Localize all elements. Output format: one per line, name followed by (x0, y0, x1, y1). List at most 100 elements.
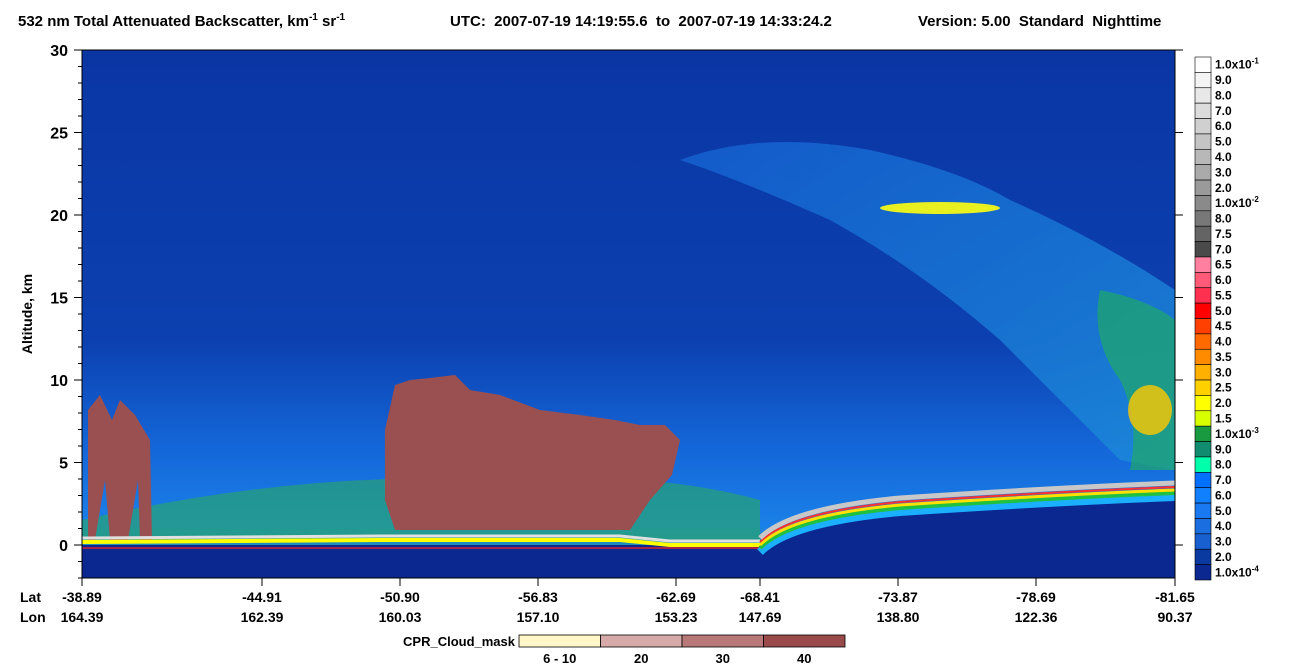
colorbar-label: 5.0 (1215, 304, 1232, 318)
colorbar-label-text: 2.0 (1215, 396, 1232, 410)
colorbar-label-text: 3.0 (1215, 165, 1232, 179)
colorbar-label-text: 6.0 (1215, 119, 1232, 133)
colorbar-swatch (1194, 502, 1212, 519)
title-part: sr (318, 13, 337, 30)
colorbar-label: 4.0 (1215, 519, 1232, 533)
colorbar-swatch (1194, 441, 1212, 458)
colorbar-label-text: 5.0 (1215, 504, 1232, 518)
colorbar-label: 7.0 (1215, 104, 1232, 118)
cpr-legend-title: CPR_Cloud_mask (403, 634, 516, 649)
surface-return (758, 491, 1176, 550)
cpr-label: 40 (797, 651, 811, 666)
colorbar-label: 4.5 (1215, 319, 1232, 333)
colorbar-swatch (1194, 472, 1212, 489)
lon-label: 162.39 (241, 609, 284, 625)
surface-return (81, 538, 760, 547)
colorbar-label-text: 3.5 (1215, 350, 1232, 364)
colorbar-swatch (1194, 364, 1212, 381)
colorbar-label-text: 8.0 (1215, 458, 1232, 472)
colorbar-label-text: 1.0x10 (1215, 196, 1252, 210)
lat-label: -50.90 (380, 589, 420, 605)
colorbar-swatch (1194, 548, 1212, 565)
colorbar-swatch (1194, 533, 1212, 550)
cloud-layer (1128, 385, 1172, 435)
chart-subtitle: Version: 5.00 Standard Nighttime (918, 13, 1161, 30)
y-tick-label: 10 (50, 373, 68, 390)
cpr-swatch (763, 634, 846, 648)
lon-label: 157.10 (517, 609, 560, 625)
colorbar-swatch (1194, 210, 1212, 227)
title-part: 532 nm Total Attenuated Backscatter, km (18, 13, 309, 30)
colorbar-label-text: 5.5 (1215, 288, 1232, 302)
colorbar-swatch (1194, 456, 1212, 473)
colorbar-label: 3.0 (1215, 165, 1232, 179)
colorbar-label-text: 8.0 (1215, 212, 1232, 226)
surface-return (759, 486, 1176, 543)
lat-label: -62.69 (656, 589, 696, 605)
colorbar-swatch (1194, 256, 1212, 273)
chart-subtitle: UTC: 2007-07-19 14:19:55.6 to 2007-07-19… (450, 13, 832, 30)
colorbar-label-exponent: -1 (1252, 57, 1260, 66)
colorbar-label: 3.0 (1215, 535, 1232, 549)
title-superscript: -1 (309, 12, 318, 23)
lon-label: 138.80 (877, 609, 920, 625)
x-row-label: Lon (20, 609, 46, 625)
colorbar-swatch (1194, 272, 1212, 289)
colorbar-label-text: 2.0 (1215, 550, 1232, 564)
colorbar-label-text: 9.0 (1215, 73, 1232, 87)
colorbar-swatch (1194, 564, 1212, 581)
colorbar-label-text: 9.0 (1215, 442, 1232, 456)
colorbar-label: 9.0 (1215, 442, 1232, 456)
chart-title: 532 nm Total Attenuated Backscatter, km-… (18, 12, 346, 30)
lat-label: -68.41 (740, 589, 780, 605)
colorbar-label-exponent: -2 (1252, 195, 1260, 204)
colorbar-label-text: 7.0 (1215, 473, 1232, 487)
lon-label: 90.37 (1157, 609, 1192, 625)
colorbar-swatch (1194, 195, 1212, 212)
colorbar-label-text: 1.0x10 (1215, 565, 1252, 579)
colorbar-swatch (1194, 487, 1212, 504)
cpr-swatch (600, 634, 683, 648)
y-axis-label: Altitude, km (19, 274, 35, 354)
colorbar-swatch (1194, 302, 1212, 319)
colorbar-label: 2.0 (1215, 181, 1232, 195)
colorbar-label: 7.0 (1215, 473, 1232, 487)
surface-return (757, 493, 1176, 555)
colorbar-label-text: 1.0x10 (1215, 58, 1252, 72)
colorbar-label: 2.0 (1215, 396, 1232, 410)
colorbar-label-text: 2.5 (1215, 381, 1232, 395)
y-tick-label: 5 (59, 456, 68, 473)
colorbar-label: 5.0 (1215, 504, 1232, 518)
colorbar-label: 1.0x10-2 (1215, 195, 1259, 210)
colorbar-swatch (1194, 102, 1212, 119)
colorbar-label-exponent: -3 (1252, 426, 1260, 435)
colorbar-swatch (1194, 133, 1212, 150)
cpr-cloud-mask (385, 375, 680, 530)
colorbar-label-text: 1.0x10 (1215, 427, 1252, 441)
cloud-layer (880, 202, 1000, 214)
lat-label: -38.89 (62, 589, 102, 605)
colorbar-label: 5.0 (1215, 135, 1232, 149)
cpr-label: 20 (634, 651, 648, 666)
colorbar-label-text: 7.0 (1215, 104, 1232, 118)
colorbar-swatch (1194, 164, 1212, 181)
lon-label: 147.69 (739, 609, 782, 625)
lat-label: -81.65 (1155, 589, 1195, 605)
colorbar-label-text: 6.0 (1215, 273, 1232, 287)
colorbar-label: 1.0x10-3 (1215, 426, 1259, 441)
y-tick-label: 30 (50, 43, 68, 60)
colorbar-swatch (1194, 87, 1212, 104)
y-tick-label: 20 (50, 208, 68, 225)
colorbar-label-text: 3.0 (1215, 535, 1232, 549)
cpr-swatch (518, 634, 601, 648)
colorbar-swatch (1194, 379, 1212, 396)
colorbar-swatch (1194, 241, 1212, 258)
colorbar-swatch (1194, 179, 1212, 196)
colorbar-label-text: 4.0 (1215, 150, 1232, 164)
colorbar-label: 3.5 (1215, 350, 1232, 364)
colorbar-swatch (1194, 287, 1212, 304)
aerosol-layer (680, 142, 1175, 470)
colorbar-swatch (1194, 225, 1212, 242)
colorbar-label: 6.0 (1215, 488, 1232, 502)
